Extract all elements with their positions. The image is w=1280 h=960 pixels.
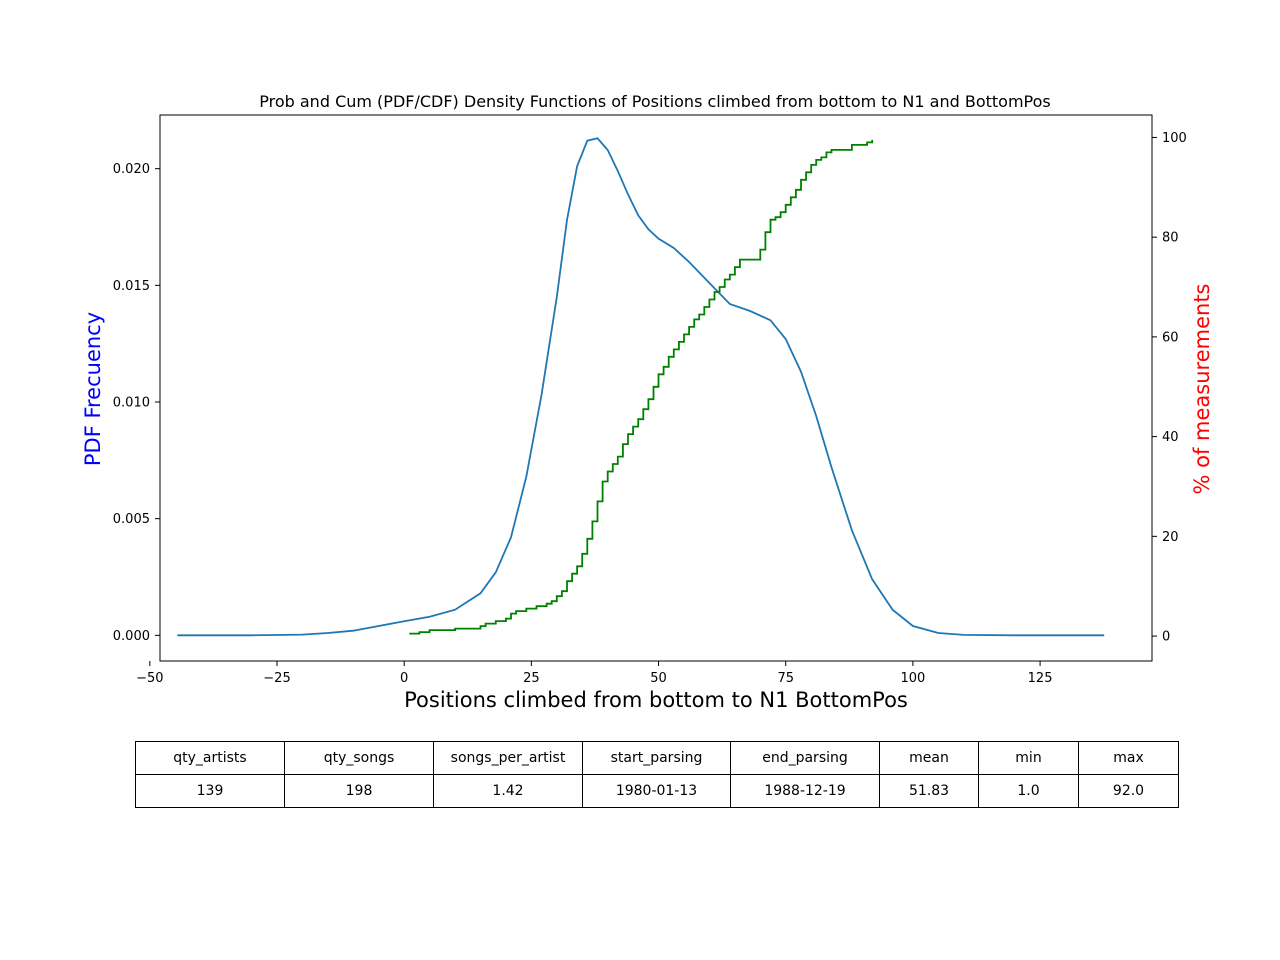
table-cell: 1.42 bbox=[433, 774, 583, 808]
x-axis-label: Positions climbed from bottom to N1 Bott… bbox=[404, 688, 908, 712]
table-cell: 92.0 bbox=[1078, 774, 1179, 808]
table-header-cell: qty_artists bbox=[135, 741, 285, 775]
table-header-cell: mean bbox=[879, 741, 979, 775]
y-axis-right: 0 20 40 60 80 100 bbox=[1152, 131, 1187, 645]
y-axis-left: 0.000 0.005 0.010 0.015 0.020 bbox=[113, 162, 160, 644]
table-header-cell: start_parsing bbox=[582, 741, 731, 775]
y2-tick-label: 0 bbox=[1162, 630, 1170, 645]
table-header-cell: qty_songs bbox=[284, 741, 434, 775]
y2-tick-label: 40 bbox=[1162, 430, 1179, 445]
y-tick-label: 0.020 bbox=[113, 162, 150, 177]
y2-tick-label: 60 bbox=[1162, 330, 1179, 345]
x-tick-label: 25 bbox=[523, 671, 540, 686]
table-header-cell: end_parsing bbox=[730, 741, 880, 775]
table-cell: 198 bbox=[284, 774, 434, 808]
y-axis-label: PDF Frecuency bbox=[81, 312, 105, 466]
pdf-series-line bbox=[177, 137, 1105, 637]
plot-frame bbox=[159, 114, 1153, 662]
x-tick-label: 125 bbox=[1028, 671, 1053, 686]
table-header-row: qty_artists qty_songs songs_per_artist s… bbox=[135, 741, 1179, 775]
x-tick-label: −50 bbox=[136, 671, 163, 686]
cdf-series-line bbox=[409, 139, 874, 635]
table-header-cell: songs_per_artist bbox=[433, 741, 583, 775]
y-tick-label: 0.010 bbox=[113, 396, 150, 411]
y-tick-label: 0.005 bbox=[113, 512, 150, 527]
x-tick-label: −25 bbox=[263, 671, 290, 686]
x-tick-label: 100 bbox=[900, 671, 925, 686]
pdf-cdf-chart: Prob and Cum (PDF/CDF) Density Functions… bbox=[81, 92, 1214, 712]
x-tick-label: 0 bbox=[400, 671, 408, 686]
table-row: 139 198 1.42 1980-01-13 1988-12-19 51.83… bbox=[135, 774, 1179, 808]
plot-area bbox=[177, 137, 1105, 637]
x-tick-label: 50 bbox=[650, 671, 667, 686]
y2-tick-label: 100 bbox=[1162, 131, 1187, 146]
y2-axis-label: % of measurements bbox=[1190, 284, 1214, 495]
table-cell: 1980-01-13 bbox=[582, 774, 731, 808]
y2-tick-label: 80 bbox=[1162, 231, 1179, 246]
table-header-cell: min bbox=[978, 741, 1079, 775]
table-cell: 139 bbox=[135, 774, 285, 808]
table-header-cell: max bbox=[1078, 741, 1179, 775]
stats-table: qty_artists qty_songs songs_per_artist s… bbox=[135, 741, 1179, 808]
y2-tick-label: 20 bbox=[1162, 530, 1179, 545]
table-cell: 1.0 bbox=[978, 774, 1079, 808]
x-tick-label: 75 bbox=[777, 671, 794, 686]
table-cell: 51.83 bbox=[879, 774, 979, 808]
y-tick-label: 0.015 bbox=[113, 279, 150, 294]
x-axis: −50 −25 0 25 50 75 100 125 bbox=[136, 661, 1052, 686]
chart-title: Prob and Cum (PDF/CDF) Density Functions… bbox=[259, 92, 1051, 111]
table-cell: 1988-12-19 bbox=[730, 774, 880, 808]
y-tick-label: 0.000 bbox=[113, 629, 150, 644]
